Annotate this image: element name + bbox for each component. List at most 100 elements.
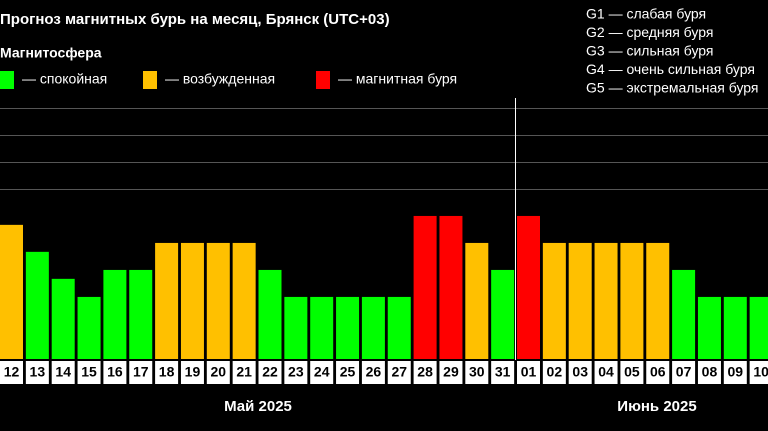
x-tick-box [672,361,696,384]
x-tick-box [180,361,204,384]
x-tick-box [749,361,768,384]
x-tick-label: 19 [185,364,201,380]
x-tick-label: 26 [366,364,382,380]
x-tick-box [723,361,747,384]
x-tick-label: 07 [676,364,692,380]
x-tick-label: 14 [55,364,71,380]
x-tick-box [155,361,179,384]
x-tick-box [620,361,644,384]
x-tick-box [465,361,489,384]
x-tick-label: 27 [391,364,407,380]
bar [77,296,101,359]
legend-label: — магнитная буря [338,71,457,87]
bar [284,296,308,359]
bar [25,251,49,359]
bar [749,296,768,359]
bar [594,242,618,359]
x-tick-label: 18 [159,364,175,380]
bar [129,269,153,359]
x-tick-box [542,361,566,384]
x-tick-label: 06 [650,364,666,380]
bar [723,296,747,359]
bar [232,242,256,359]
bar [697,296,721,359]
bar [155,242,179,359]
storm-level: G2 — средняя буря [586,24,713,40]
x-tick-label: 08 [702,364,718,380]
bar [465,242,489,359]
x-tick-label: 13 [30,364,46,380]
x-tick-label: 29 [443,364,459,380]
x-tick-box [25,361,49,384]
x-tick-label: 23 [288,364,304,380]
x-tick-box [491,361,515,384]
month-label: Июнь 2025 [617,398,696,415]
bar [646,242,670,359]
x-tick-box [0,361,23,384]
bar [103,269,127,359]
x-tick-box [232,361,256,384]
x-tick-box [258,361,282,384]
x-tick-box [594,361,618,384]
legend-label: — спокойная [22,71,107,87]
storm-level: G4 — очень сильная буря [586,61,755,77]
x-tick-box [77,361,101,384]
x-tick-box [284,361,308,384]
x-tick-label: 09 [728,364,744,380]
storm-level: G3 — сильная буря [586,43,714,59]
x-tick-box [206,361,230,384]
x-tick-box [310,361,334,384]
bar [413,215,437,359]
x-tick-label: 20 [211,364,227,380]
x-tick-box [697,361,721,384]
bar [310,296,334,359]
bar [491,269,515,359]
x-tick-label: 22 [262,364,278,380]
x-tick-box [646,361,670,384]
x-tick-box [361,361,385,384]
x-tick-label: 28 [417,364,433,380]
bar [206,242,230,359]
x-tick-label: 16 [107,364,123,380]
bar [439,215,463,359]
storm-level: G1 — слабая буря [586,6,706,22]
bar [568,242,592,359]
x-tick-label: 17 [133,364,149,380]
x-tick-label: 31 [495,364,511,380]
x-tick-box [387,361,411,384]
x-tick-label: 30 [469,364,485,380]
chart-title: Прогноз магнитных бурь на месяц, Брянск … [0,11,390,28]
bar [51,278,75,359]
bar [620,242,644,359]
x-tick-box [568,361,592,384]
x-tick-box [129,361,153,384]
month-label: Май 2025 [224,398,292,415]
legend-swatch [143,71,157,89]
legend-title: Магнитосфера [0,45,102,61]
x-tick-box [413,361,437,384]
x-tick-box [439,361,463,384]
bar [258,269,282,359]
x-tick-label: 15 [81,364,97,380]
x-tick-label: 05 [624,364,640,380]
x-tick-box [517,361,540,384]
legend-swatch [316,71,330,89]
bar [0,224,23,359]
x-tick-label: 10 [753,364,768,380]
storm-level: G5 — экстремальная буря [586,80,759,96]
x-tick-label: 01 [521,364,537,380]
bar [387,296,411,359]
x-tick-label: 02 [547,364,563,380]
bar [180,242,204,359]
bar [517,215,540,359]
bar [542,242,566,359]
x-tick-label: 21 [236,364,252,380]
legend-swatch [0,71,14,89]
x-tick-label: 24 [314,364,330,380]
bar [672,269,696,359]
x-tick-label: 04 [598,364,614,380]
bar [361,296,385,359]
x-tick-label: 03 [572,364,588,380]
